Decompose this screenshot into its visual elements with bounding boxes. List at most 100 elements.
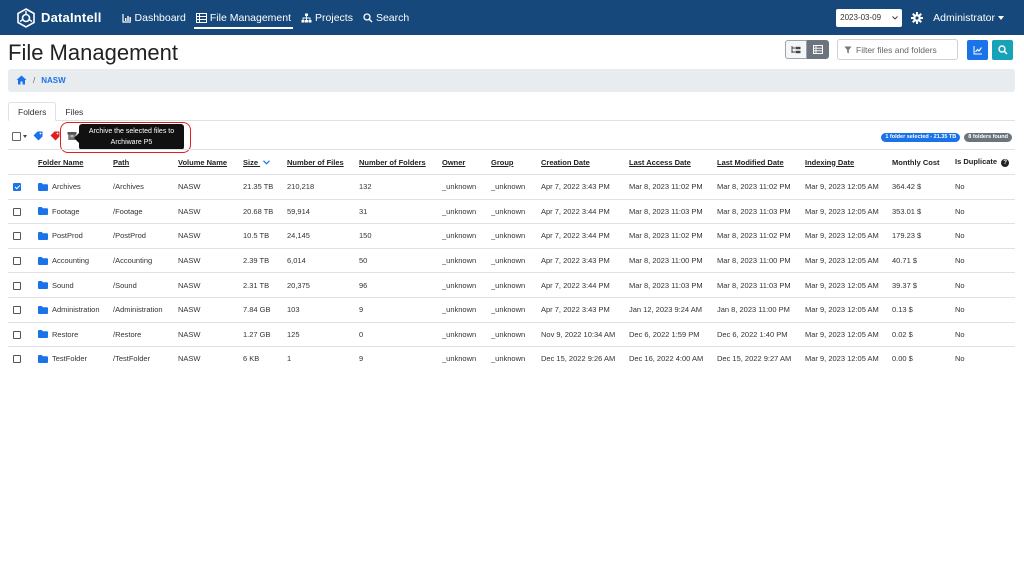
cell-group: _unknown	[491, 354, 526, 364]
folder-name-cell[interactable]: TestFolder	[38, 354, 113, 363]
cell-creation-date: Apr 7, 2022 3:43 PM	[541, 256, 610, 266]
header-last-access-date[interactable]: Last Access Date	[629, 157, 691, 167]
table-row[interactable]: Administration/Administration NASW 7.84 GB…	[8, 296, 1015, 322]
header-creation-date[interactable]: Creation Date	[541, 157, 590, 167]
cell-path: /Administration	[113, 305, 163, 315]
header-path[interactable]: Path	[113, 157, 130, 167]
filter-input[interactable]: Filter files and folders	[837, 39, 958, 60]
header-volume-name[interactable]: Volume Name	[178, 157, 228, 167]
cell-is-duplicate: No	[955, 354, 965, 364]
header-last-modified-date[interactable]: Last Modified Date	[717, 157, 784, 167]
table-row[interactable]: Sound/Sound NASW 2.31 TB 20,375 96 _unknown _u…	[8, 272, 1015, 297]
row-checkbox[interactable]	[13, 257, 21, 266]
folder-icon	[38, 330, 48, 339]
cell-path: /PostProd	[113, 231, 146, 241]
row-checkbox[interactable]	[13, 207, 21, 216]
cell-path: /Sound	[113, 280, 137, 290]
tab-files[interactable]: Files	[65, 106, 84, 117]
search-button[interactable]	[992, 40, 1013, 60]
folder-icon	[38, 182, 48, 191]
cell-owner: _unknown	[442, 231, 477, 241]
cell-volume-name: NASW	[178, 231, 201, 241]
header-folder-name[interactable]: Folder Name	[38, 157, 84, 167]
header-number-of-folders[interactable]: Number of Folders	[359, 157, 426, 167]
cell-owner: _unknown	[442, 329, 477, 339]
filter-placeholder: Filter files and folders	[856, 44, 937, 55]
table-row[interactable]: Restore/Restore NASW 1.27 GB 125 0 _unknown _u…	[8, 321, 1015, 347]
cell-size: 2.39 TB	[243, 256, 270, 266]
brand[interactable]: DataIntell	[16, 7, 102, 28]
cell-indexing-date: Mar 9, 2023 12:05 AM	[805, 280, 879, 290]
cell-size: 7.84 GB	[243, 305, 271, 315]
header-owner[interactable]: Owner	[442, 157, 466, 167]
folder-name-cell[interactable]: Sound	[38, 281, 113, 290]
cell-number-of-folders: 50	[359, 256, 368, 266]
tab-folders[interactable]: Folders	[8, 102, 57, 121]
cell-last-modified-date: Dec 6, 2022 1:40 PM	[717, 329, 788, 339]
chart-button[interactable]	[967, 40, 988, 60]
folder-name-cell[interactable]: Administration	[38, 305, 113, 314]
tree-view-icon	[791, 46, 801, 54]
select-dropdown-caret-icon[interactable]	[23, 134, 27, 138]
header-size-cell[interactable]: Size	[243, 158, 287, 167]
cell-indexing-date: Mar 9, 2023 12:05 AM	[805, 231, 879, 241]
cell-number-of-folders: 31	[359, 206, 368, 216]
folder-name-cell[interactable]: Accounting	[38, 256, 113, 265]
cell-last-access-date: Dec 6, 2022 1:59 PM	[629, 329, 700, 339]
cell-creation-date: Apr 7, 2022 3:43 PM	[541, 182, 610, 192]
list-view-button[interactable]	[807, 40, 829, 59]
row-checkbox[interactable]	[13, 306, 21, 315]
breadcrumb-item-nasw[interactable]: NASW	[41, 76, 66, 85]
cell-number-of-folders: 132	[359, 182, 372, 192]
cell-creation-date: Apr 7, 2022 3:44 PM	[541, 206, 610, 216]
sitemap-icon	[301, 13, 312, 23]
cell-number-of-files: 24,145	[287, 231, 310, 241]
folder-name-cell[interactable]: Restore	[38, 330, 113, 339]
table-row[interactable]: Footage/Footage NASW 20.68 TB 59,914 31 _unkn…	[8, 198, 1015, 224]
table-row[interactable]: PostProd/PostProd NASW 10.5 TB 24,145 150 _un…	[8, 223, 1015, 248]
cell-number-of-files: 125	[287, 329, 300, 339]
date-select[interactable]: 2023-03-09	[836, 8, 903, 27]
header-group[interactable]: Group	[491, 157, 514, 167]
row-checkbox[interactable]	[13, 281, 21, 290]
cell-owner: _unknown	[442, 256, 477, 266]
nav-item-search[interactable]: Search	[359, 0, 413, 35]
user-name: Administrator	[933, 11, 995, 24]
folder-icon	[38, 281, 48, 290]
folder-name-cell[interactable]: PostProd	[38, 231, 113, 240]
archive-icon[interactable]	[67, 131, 77, 141]
table-row[interactable]: TestFolder/TestFolder NASW 6 KB 1 9 _unknown _…	[8, 346, 1015, 371]
user-menu[interactable]: Administrator	[933, 12, 1004, 24]
table-row[interactable]: Accounting/Accounting NASW 2.39 TB 6,014 50 _…	[8, 247, 1015, 273]
cell-owner: _unknown	[442, 182, 477, 192]
help-icon[interactable]: ?	[1001, 159, 1010, 167]
table-row[interactable]: Archives/Archives NASW 21.35 TB 210,218 132 _…	[8, 174, 1015, 199]
cell-path: /TestFolder	[113, 354, 151, 364]
nav-item-file-management[interactable]: File Management	[192, 0, 295, 35]
cell-group: _unknown	[491, 206, 526, 216]
row-checkbox[interactable]	[13, 355, 21, 364]
brand-logo-icon	[17, 7, 35, 28]
tag-icon[interactable]	[33, 131, 44, 141]
header-indexing-date[interactable]: Indexing Date	[805, 157, 855, 167]
nav-item-projects[interactable]: Projects	[297, 0, 357, 35]
folder-name-cell[interactable]: Footage	[38, 207, 113, 216]
top-navbar: DataIntell Dashboard File Management Pro…	[0, 0, 1024, 35]
folder-name: Archives	[52, 182, 81, 192]
tree-view-button[interactable]	[785, 40, 807, 59]
folder-name: Administration	[52, 305, 100, 315]
cell-last-access-date: Mar 8, 2023 11:03 PM	[629, 206, 703, 216]
header-number-of-files[interactable]: Number of Files	[287, 157, 344, 167]
tag-remove-icon[interactable]	[50, 131, 61, 141]
cell-path: /Archives	[113, 182, 144, 192]
row-checkbox[interactable]	[13, 232, 21, 241]
select-all-checkbox[interactable]	[12, 131, 21, 141]
folder-name-cell[interactable]: Archives	[38, 182, 113, 191]
home-icon[interactable]	[16, 75, 27, 87]
cell-number-of-folders: 150	[359, 231, 372, 241]
row-checkbox[interactable]	[13, 183, 21, 192]
gear-icon[interactable]	[911, 11, 924, 24]
filter-icon	[844, 46, 852, 53]
row-checkbox[interactable]	[13, 330, 21, 339]
nav-item-dashboard[interactable]: Dashboard	[118, 0, 190, 35]
